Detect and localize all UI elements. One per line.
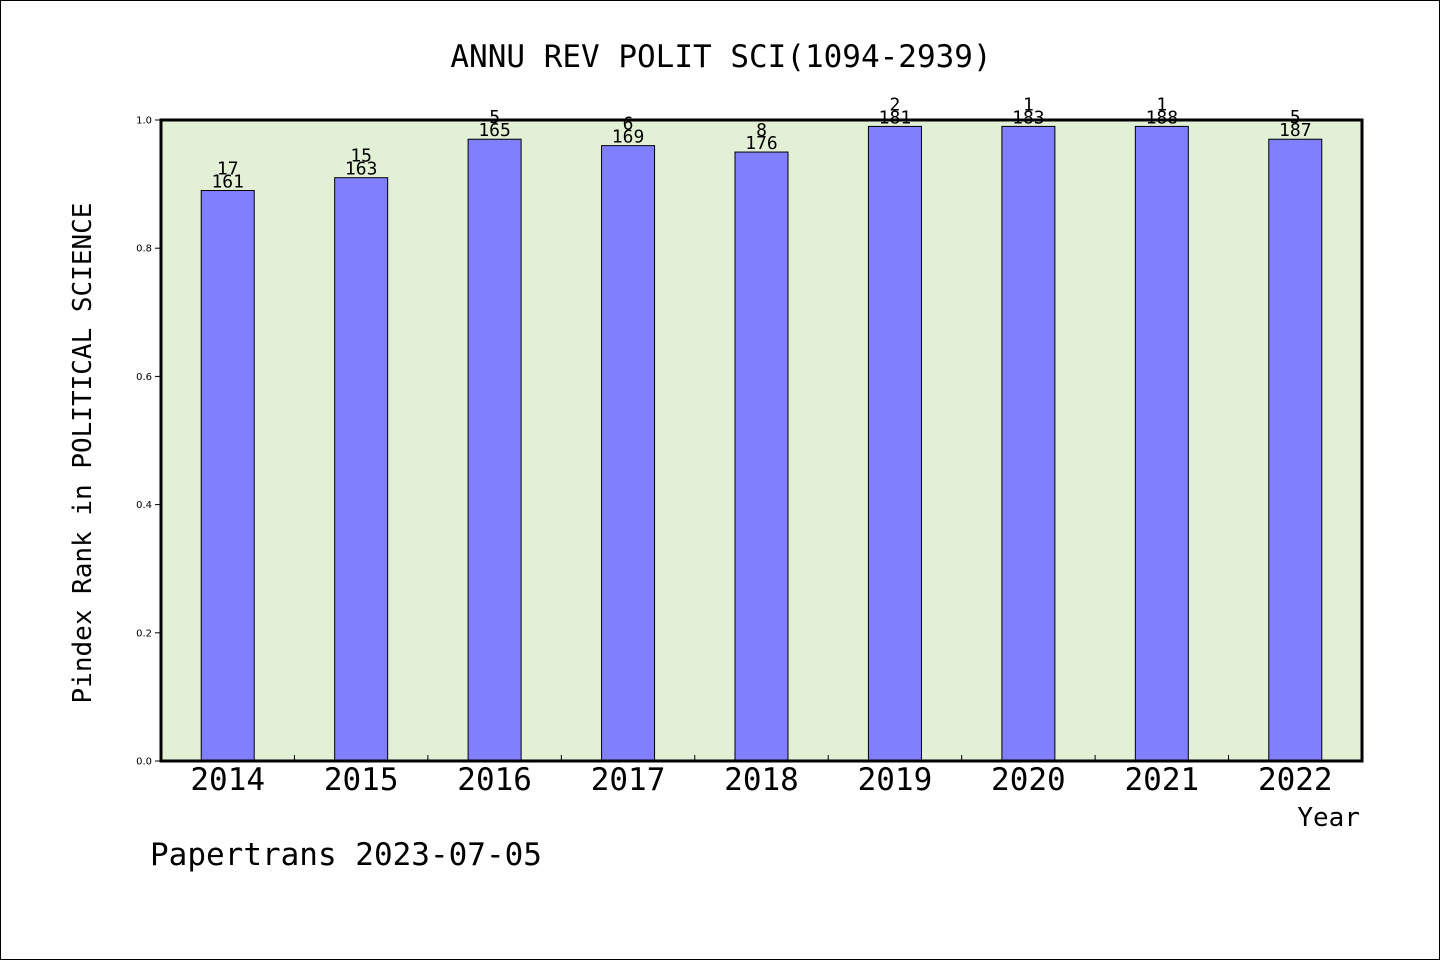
y-tick-label: 0.2 <box>136 628 152 639</box>
plot-border <box>159 118 1364 763</box>
bar-2022 <box>1268 138 1323 762</box>
data-label-rank: 1 <box>1023 94 1034 115</box>
x-tick-label: 2015 <box>324 762 399 798</box>
x-tick-label: 2022 <box>1258 762 1333 798</box>
x-tick-label: 2014 <box>190 762 265 798</box>
data-label-rank: 5 <box>1290 107 1301 128</box>
bar-2017 <box>601 145 656 762</box>
y-tick-label: 0.6 <box>136 372 152 383</box>
data-label-total: 161 <box>211 172 244 193</box>
y-axis: 0.0 0.2 0.4 0.6 0.8 1.0 <box>136 116 161 768</box>
footer-credit: Papertrans 2023-07-05 <box>150 837 542 873</box>
data-label-total: 183 <box>1012 107 1045 128</box>
x-tick-label: 2018 <box>724 762 799 798</box>
x-tick-label: 2021 <box>1125 762 1200 798</box>
data-label-rank: 17 <box>217 159 239 180</box>
y-axis-label: Pindex Rank in POLITICAL SCIENCE <box>68 203 98 704</box>
data-label-total: 169 <box>612 127 645 148</box>
data-label-rank: 2 <box>890 94 901 115</box>
bar-2014 <box>200 190 255 762</box>
data-label-rank: 5 <box>489 107 500 128</box>
x-axis: 2014 2015 2016 2017 2018 2019 2020 2021 2022 <box>190 755 1333 798</box>
bar-2015 <box>334 177 389 762</box>
x-tick-label: 2019 <box>858 762 933 798</box>
bar-2021 <box>1134 125 1189 762</box>
x-tick-label: 2017 <box>591 762 666 798</box>
bars-group <box>200 125 1323 762</box>
data-label-total: 163 <box>345 159 378 180</box>
data-label-total: 176 <box>745 133 778 154</box>
y-tick-label: 0.4 <box>136 500 152 511</box>
y-tick-label: 0.0 <box>136 757 152 768</box>
y-tick-label: 0.8 <box>136 244 152 255</box>
y-tick-label: 1.0 <box>136 116 152 127</box>
chart-title: ANNU REV POLIT SCI(1094-2939) <box>450 39 991 75</box>
data-label-total: 187 <box>1279 120 1312 141</box>
data-label-total: 188 <box>1146 107 1179 128</box>
x-tick-label: 2016 <box>457 762 532 798</box>
x-axis-label: Year <box>1297 803 1360 833</box>
data-label-rank: 8 <box>756 120 767 141</box>
data-label-rank: 6 <box>623 114 634 135</box>
data-label-total: 165 <box>478 120 511 141</box>
bar-2018 <box>734 151 789 762</box>
data-label-rank: 1 <box>1156 94 1167 115</box>
bar-2019 <box>867 125 922 762</box>
x-tick-label: 2020 <box>991 762 1066 798</box>
bar-2016 <box>467 138 522 762</box>
bar-2020 <box>1001 125 1056 762</box>
data-label-rank: 15 <box>350 146 372 167</box>
data-label-total: 181 <box>879 107 912 128</box>
